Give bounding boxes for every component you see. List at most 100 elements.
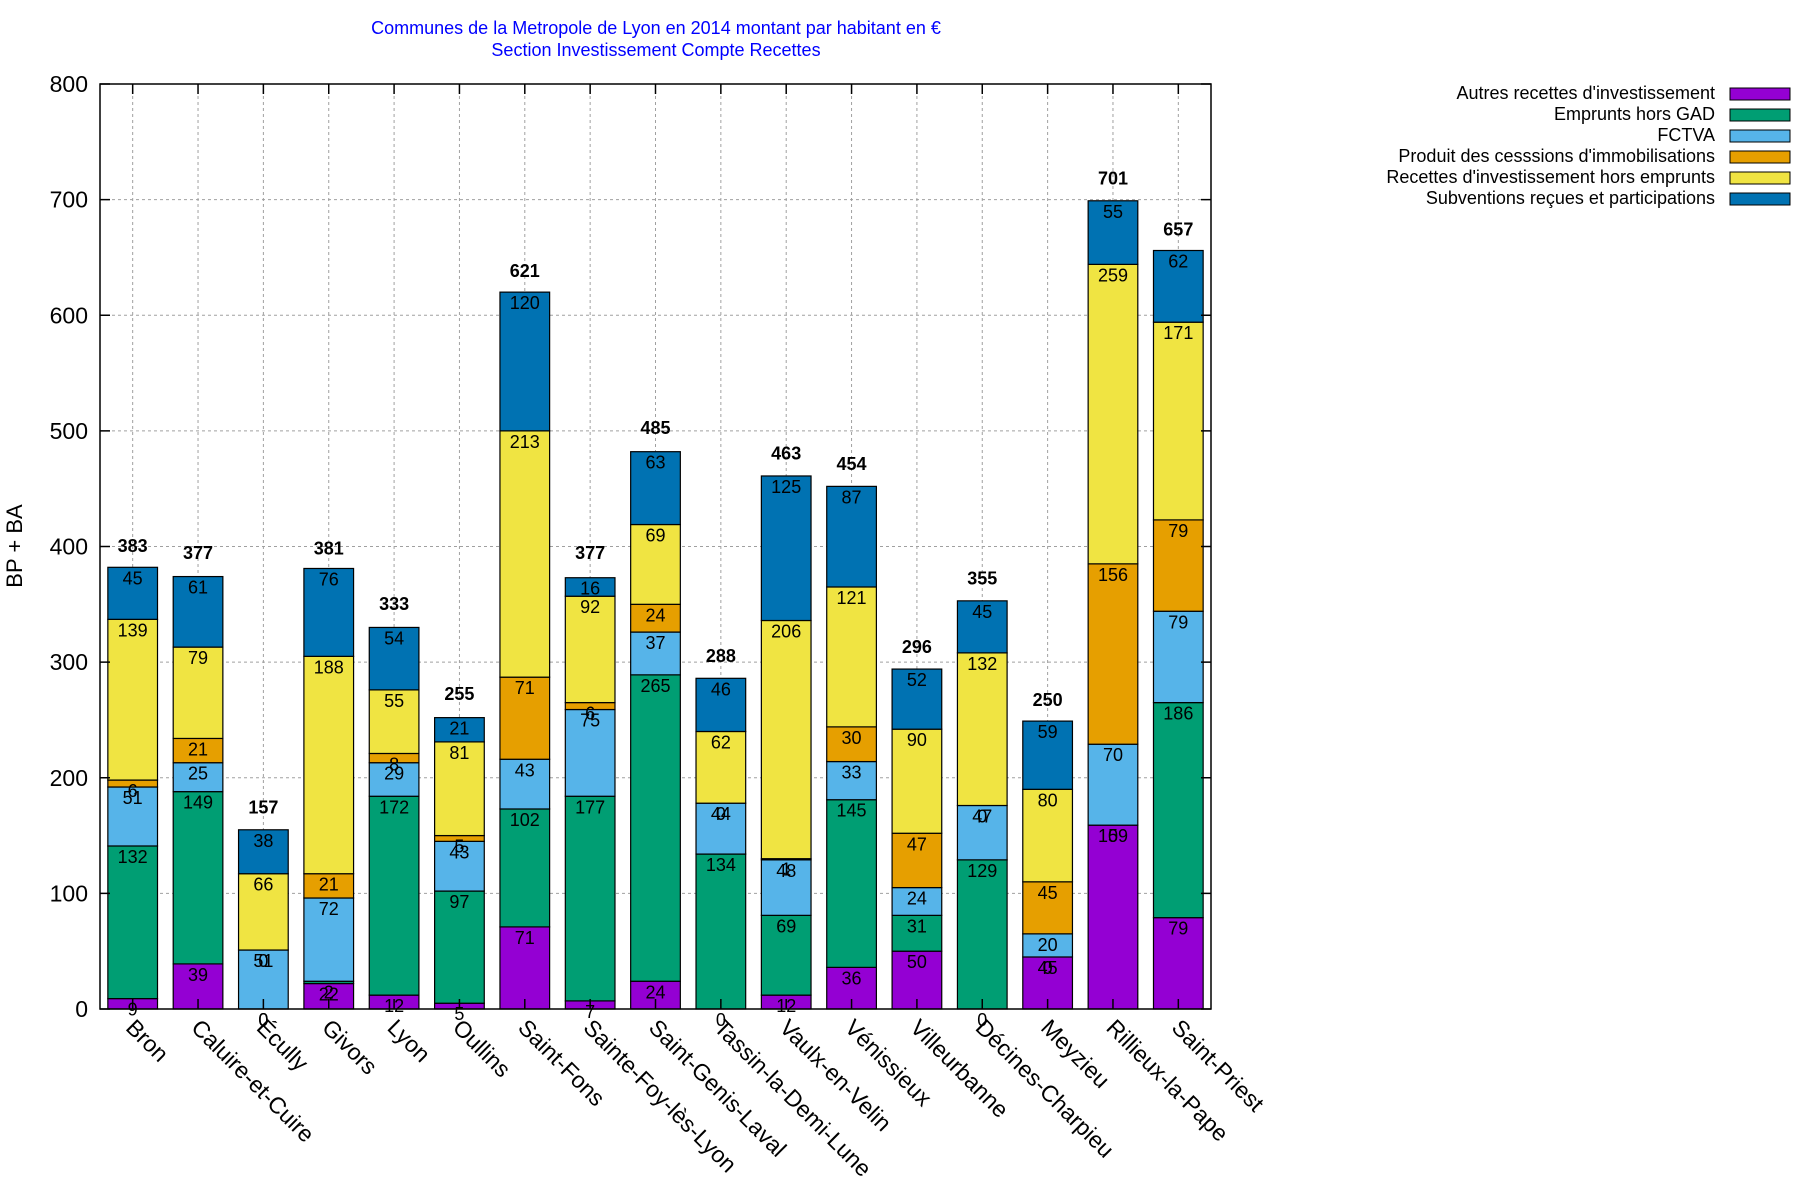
- bar-stack: 50 31 24 47 90 52 296: [891, 637, 943, 1010]
- segment-value-label: 51: [253, 951, 273, 971]
- bar-segment: [1152, 249, 1204, 323]
- bar-segment: [499, 291, 551, 432]
- bar-segment: [826, 760, 877, 801]
- segment-value-label: 0: [1043, 958, 1053, 978]
- bar-stack: 36 145 33 30 121 87 454: [826, 454, 877, 1010]
- bar-total-label: 701: [1098, 168, 1128, 188]
- segment-value-label: 0: [977, 1010, 987, 1030]
- bar-segment: [891, 728, 943, 834]
- segment-value-label: 37: [645, 633, 665, 653]
- x-tick-label: Oullins: [448, 1014, 516, 1082]
- bar-segment: [956, 859, 1008, 1010]
- chart-subtitle: Section Investissement Compte Recettes: [491, 40, 820, 60]
- segment-value-label: 25: [188, 764, 208, 784]
- plot-frame: [99, 83, 1212, 1010]
- bar-segment: [303, 567, 355, 657]
- segment-value-label: 38: [253, 831, 273, 851]
- bar-segment: [1022, 720, 1074, 790]
- bar-segment: [107, 845, 159, 1000]
- bars-group: 9132516139453833914925217961377005106638…: [107, 168, 1204, 1030]
- segment-value-label: 62: [711, 733, 731, 753]
- bar-segment: [368, 762, 420, 797]
- bar-total-label: 250: [1033, 690, 1063, 710]
- segment-value-label: 79: [1168, 919, 1188, 939]
- bar-segment: [303, 897, 355, 982]
- bar-segment: [1022, 881, 1074, 935]
- segment-value-label: 24: [645, 605, 665, 625]
- bar-segment: [368, 795, 420, 996]
- bar-segment: [303, 873, 355, 899]
- segment-value-label: 48: [776, 861, 796, 881]
- segment-value-label: 265: [640, 676, 670, 696]
- y-axis-title: BP + BA: [2, 504, 27, 588]
- bar-segment: [303, 655, 355, 875]
- segment-value-label: 21: [449, 719, 469, 739]
- segment-value-label: 45: [1038, 883, 1058, 903]
- segment-value-label: 62: [1168, 252, 1188, 272]
- legend-swatch: [1729, 108, 1791, 122]
- segment-value-label: 188: [314, 657, 344, 677]
- segment-value-label: 213: [510, 432, 540, 452]
- segment-value-label: 159: [1098, 826, 1128, 846]
- segment-value-label: 55: [384, 691, 404, 711]
- bar-segment: [891, 668, 943, 730]
- y-tick-label: 400: [50, 534, 88, 560]
- segment-value-label: 172: [379, 797, 409, 817]
- segment-value-label: 50: [907, 952, 927, 972]
- segment-value-label: 171: [1163, 323, 1193, 343]
- segment-value-label: 33: [842, 763, 862, 783]
- bar-segment: [760, 475, 812, 622]
- bar-segment: [499, 430, 551, 678]
- segment-value-label: 8: [389, 754, 399, 774]
- bar-stack: 222 72 21 188 76 381: [303, 538, 355, 1010]
- bar-total-label: 377: [183, 543, 213, 563]
- bar-segment: [1152, 519, 1204, 612]
- segment-value-label: 0: [258, 1010, 268, 1030]
- segment-value-label: 156: [1098, 565, 1128, 585]
- bar-total-label: 333: [379, 594, 409, 614]
- bar-segment: [1152, 701, 1204, 919]
- segment-value-label: 79: [1168, 521, 1188, 541]
- bar-segment: [695, 853, 747, 1010]
- bar-stack: 71 102 43 71 213 120 621: [499, 261, 551, 1010]
- legend-swatch: [1729, 192, 1791, 206]
- segment-value-label: 102: [510, 810, 540, 830]
- bar-segment: [1087, 743, 1139, 826]
- segment-value-label: 0: [716, 1010, 726, 1030]
- bar-segment: [1087, 563, 1139, 745]
- y-tick-label: 0: [75, 996, 88, 1022]
- bar-segment: [172, 791, 224, 965]
- bar-stack: 39 149 25 21 79 61 377: [172, 543, 224, 1010]
- segment-value-label: 177: [575, 797, 605, 817]
- bar-total-label: 383: [118, 536, 148, 556]
- segment-value-label: 72: [319, 899, 339, 919]
- bar-segment: [695, 677, 747, 733]
- bar-segment: [956, 600, 1008, 654]
- bar-total-label: 463: [771, 444, 801, 464]
- bar-segment: [826, 485, 877, 588]
- segment-value-label: 0: [1108, 826, 1118, 846]
- segment-value-label: 0: [977, 807, 987, 827]
- segment-value-label: 0: [258, 1010, 268, 1030]
- segment-value-label: 36: [842, 968, 862, 988]
- segment-value-label: 21: [319, 875, 339, 895]
- bar-segment: [1022, 788, 1074, 883]
- segment-value-label: 259: [1098, 265, 1128, 285]
- segment-value-label: 43: [515, 760, 535, 780]
- bar-segment: [107, 566, 159, 620]
- segment-value-label: 5: [454, 1004, 464, 1024]
- segment-value-label: 0: [716, 804, 726, 824]
- segment-value-label: 66: [253, 875, 273, 895]
- x-tick-label: Caluire-et-Cuire: [186, 1014, 319, 1147]
- bar-segment: [826, 799, 877, 968]
- x-tick-label: Bron: [121, 1014, 174, 1067]
- segment-value-label: 31: [907, 916, 927, 936]
- bar-total-label: 454: [837, 454, 867, 474]
- segment-value-label: 129: [967, 861, 997, 881]
- segment-value-label: 44: [711, 804, 731, 824]
- segment-value-label: 125: [771, 477, 801, 497]
